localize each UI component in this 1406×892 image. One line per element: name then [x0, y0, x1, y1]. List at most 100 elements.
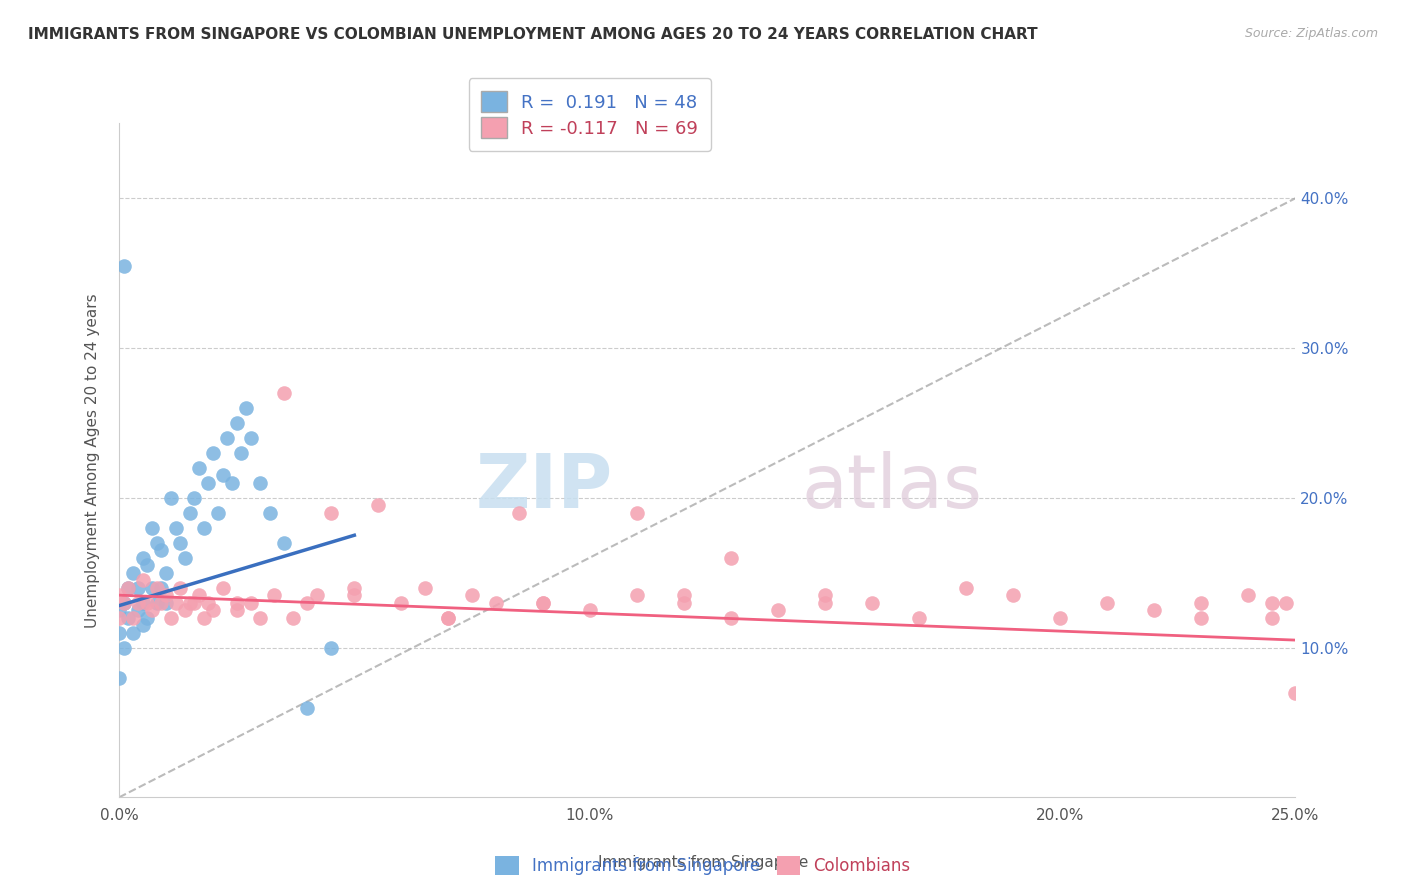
Point — [531, 596, 554, 610]
Point — [221, 475, 243, 490]
Point — [1284, 685, 1306, 699]
Point — [239, 596, 262, 610]
Point — [136, 558, 159, 573]
Text: Immigrants from Singapore: Immigrants from Singapore — [598, 855, 808, 870]
Point — [150, 581, 173, 595]
Point — [174, 550, 197, 565]
Point — [131, 618, 153, 632]
Point — [305, 588, 328, 602]
Point — [108, 610, 131, 624]
Point — [179, 506, 201, 520]
Point — [484, 596, 506, 610]
Point — [179, 596, 201, 610]
Point — [263, 588, 285, 602]
Point — [136, 596, 159, 610]
Point — [122, 566, 145, 580]
Point — [117, 610, 139, 624]
Point — [150, 596, 173, 610]
Point — [1189, 610, 1212, 624]
Point — [122, 625, 145, 640]
Point — [131, 596, 153, 610]
Point — [343, 588, 366, 602]
Point — [165, 596, 187, 610]
Point — [131, 550, 153, 565]
Point — [225, 416, 247, 430]
Text: Source: ZipAtlas.com: Source: ZipAtlas.com — [1244, 27, 1378, 40]
Point — [197, 596, 219, 610]
Point — [860, 596, 883, 610]
Point — [413, 581, 436, 595]
Point — [155, 596, 177, 610]
Point — [145, 581, 167, 595]
Point — [1097, 596, 1119, 610]
Point — [389, 596, 412, 610]
Point — [193, 521, 215, 535]
Point — [626, 506, 648, 520]
Point — [165, 521, 187, 535]
Point — [273, 386, 295, 401]
Point — [766, 603, 789, 617]
Point — [626, 588, 648, 602]
Point — [117, 581, 139, 595]
Point — [814, 596, 837, 610]
Point — [155, 588, 177, 602]
Point — [367, 498, 389, 512]
Point — [259, 506, 281, 520]
Point — [122, 610, 145, 624]
Point — [955, 581, 977, 595]
Point — [108, 603, 131, 617]
Point — [672, 588, 695, 602]
Point — [169, 581, 191, 595]
Point — [225, 603, 247, 617]
Point — [117, 581, 139, 595]
Point — [108, 671, 131, 685]
Point — [273, 535, 295, 549]
Point — [1049, 610, 1071, 624]
Point — [319, 640, 342, 655]
Point — [193, 610, 215, 624]
Point — [202, 446, 225, 460]
Text: ZIP: ZIP — [475, 450, 613, 524]
Point — [297, 700, 319, 714]
Point — [174, 603, 197, 617]
Point — [112, 259, 135, 273]
Legend: Immigrants from Singapore, Colombians: Immigrants from Singapore, Colombians — [486, 847, 920, 884]
Point — [508, 506, 530, 520]
Point — [225, 596, 247, 610]
Point — [1237, 588, 1260, 602]
Point — [202, 603, 225, 617]
Point — [145, 535, 167, 549]
Point — [112, 640, 135, 655]
Point — [720, 610, 742, 624]
Point — [131, 573, 153, 587]
Point — [136, 610, 159, 624]
Point — [908, 610, 931, 624]
Point — [112, 596, 135, 610]
Point — [249, 475, 271, 490]
Point — [1261, 610, 1284, 624]
Point — [461, 588, 484, 602]
Point — [1261, 596, 1284, 610]
Point — [150, 543, 173, 558]
Point — [159, 610, 181, 624]
Point — [1143, 603, 1166, 617]
Point — [127, 596, 149, 610]
Y-axis label: Unemployment Among Ages 20 to 24 years: Unemployment Among Ages 20 to 24 years — [86, 293, 100, 628]
Point — [211, 468, 233, 483]
Point — [155, 566, 177, 580]
Point — [188, 460, 211, 475]
Point — [231, 446, 253, 460]
Point — [217, 431, 239, 445]
Point — [578, 603, 600, 617]
Point — [183, 491, 205, 505]
Point — [207, 506, 229, 520]
Point — [319, 506, 342, 520]
Point — [1189, 596, 1212, 610]
Point — [672, 596, 695, 610]
Legend: R =  0.191   N = 48, R = -0.117   N = 69: R = 0.191 N = 48, R = -0.117 N = 69 — [468, 78, 710, 151]
Point — [183, 596, 205, 610]
Point — [297, 596, 319, 610]
Point — [343, 581, 366, 595]
Point — [127, 603, 149, 617]
Point — [169, 535, 191, 549]
